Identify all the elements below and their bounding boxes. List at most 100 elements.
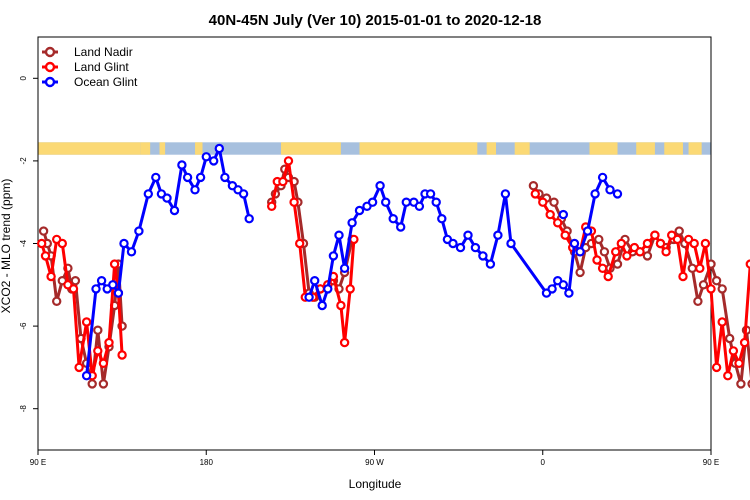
data-point — [693, 296, 703, 306]
land-band — [195, 142, 203, 155]
data-point — [134, 226, 144, 236]
data-point — [317, 300, 327, 311]
data-point — [700, 238, 711, 249]
data-point — [575, 267, 585, 278]
chart-title: 40N-45N July (Ver 10) 2015-01-01 to 2020… — [209, 12, 542, 29]
data-point — [463, 230, 473, 240]
data-point — [38, 226, 49, 236]
data-point — [745, 259, 750, 269]
data-point — [695, 263, 705, 273]
land-band — [636, 142, 655, 155]
legend-label: Ocean Glint — [74, 75, 138, 89]
data-point — [437, 213, 447, 224]
data-point — [334, 230, 344, 240]
land-band — [159, 142, 166, 155]
legend-item: Land Nadir — [42, 45, 133, 59]
data-point — [375, 180, 385, 191]
y-axis-label: XCO2 - MLO trend (ppm) — [0, 179, 13, 314]
data-point — [599, 247, 610, 257]
y-tick-label: 0 — [19, 76, 28, 81]
data-point — [547, 284, 557, 294]
data-point — [108, 280, 118, 290]
plot-area: 90 E 180 90 W 0 90 E 0 -2 -4 -6 -8 — [19, 36, 750, 467]
data-point — [388, 213, 398, 224]
data-point — [530, 189, 541, 199]
data-point — [113, 288, 124, 298]
data-point — [310, 276, 320, 286]
data-point — [238, 189, 249, 199]
data-point — [74, 362, 84, 373]
legend-swatch-marker — [44, 46, 56, 58]
land-band — [688, 142, 702, 155]
data-point — [687, 263, 698, 273]
data-point — [46, 271, 56, 282]
data-point — [98, 379, 109, 389]
data-point — [560, 230, 570, 240]
data-point — [590, 189, 600, 199]
data-point — [295, 238, 305, 249]
data-point — [478, 251, 488, 261]
data-point — [414, 201, 425, 211]
data-point — [431, 197, 441, 207]
data-point — [642, 238, 653, 249]
data-point — [674, 226, 684, 236]
data-point — [87, 379, 97, 389]
data-point — [190, 185, 200, 195]
data-point — [592, 255, 602, 265]
data-point — [98, 358, 109, 368]
land-band — [359, 142, 478, 155]
data-point — [470, 242, 481, 253]
data-point — [698, 280, 709, 290]
data-point — [728, 346, 739, 356]
data-point — [81, 371, 92, 381]
data-point — [622, 251, 632, 261]
data-point — [736, 379, 746, 389]
data-point — [558, 280, 569, 290]
legend-item: Ocean Glint — [42, 75, 138, 89]
land-band — [486, 142, 497, 155]
data-point — [81, 317, 92, 327]
data-point — [611, 247, 621, 257]
x-tick-label: 0 — [541, 458, 546, 467]
data-point — [126, 247, 137, 257]
data-point — [117, 350, 127, 360]
data-point — [93, 325, 103, 335]
data-point — [68, 284, 79, 294]
data-point — [396, 222, 406, 232]
land-ocean-band — [38, 142, 711, 155]
data-point — [603, 271, 613, 282]
y-tick-label: -8 — [19, 405, 28, 413]
x-axis-label: Longitude — [349, 477, 402, 491]
land-band — [664, 142, 683, 155]
data-point — [345, 284, 355, 294]
data-point — [119, 238, 129, 249]
x-tick-label: 90 E — [30, 458, 46, 467]
data-point — [545, 209, 555, 220]
data-point — [283, 156, 294, 166]
data-point — [612, 259, 623, 269]
data-point — [717, 284, 727, 294]
data-point — [594, 234, 604, 245]
data-point — [349, 234, 359, 245]
data-point — [52, 296, 62, 306]
data-point — [569, 238, 580, 249]
x-tick-label: 90 E — [703, 458, 719, 467]
data-point — [723, 371, 733, 381]
data-point — [162, 193, 172, 203]
data-point — [455, 242, 466, 253]
data-point — [553, 218, 563, 228]
data-point — [485, 259, 496, 269]
data-point — [214, 143, 224, 154]
data-point — [109, 259, 120, 269]
data-point — [575, 247, 585, 257]
data-point — [711, 362, 722, 373]
data-point — [597, 263, 608, 273]
legend-swatch-marker — [44, 76, 56, 88]
data-point — [493, 230, 503, 240]
data-point — [201, 152, 211, 162]
data-point — [220, 172, 230, 183]
land-band — [514, 142, 530, 155]
series-land-glint — [37, 156, 750, 381]
